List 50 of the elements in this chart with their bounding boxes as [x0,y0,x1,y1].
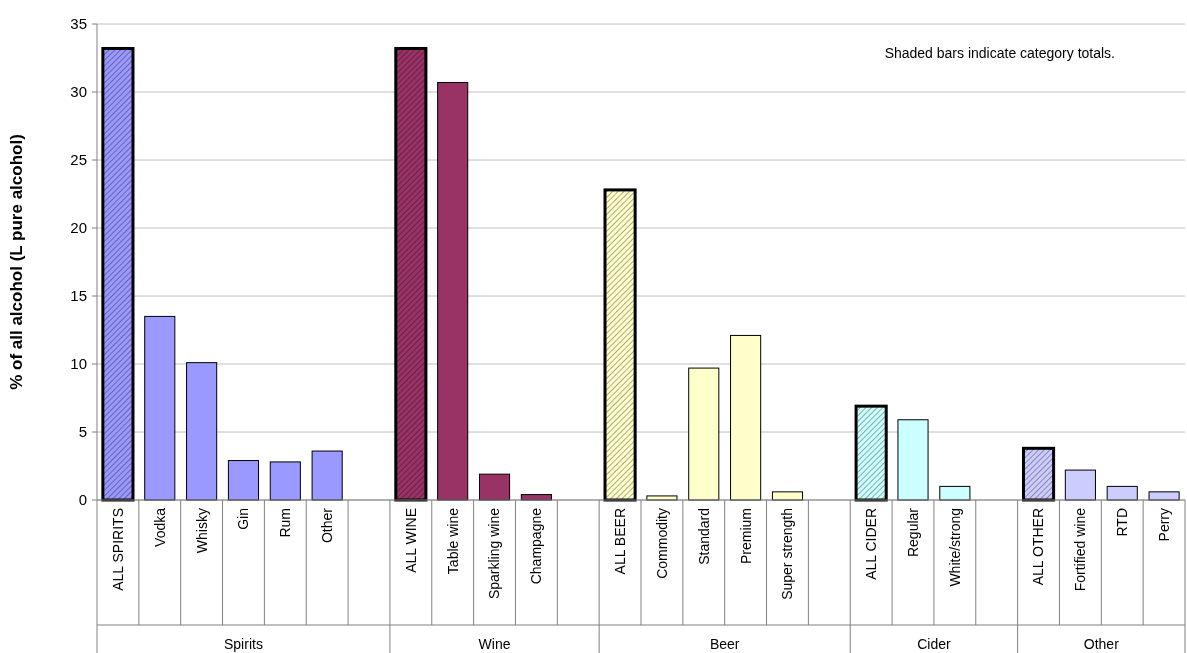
annotation: Shaded bars indicate category totals. [884,45,1115,61]
x-tick-label: Other [319,507,336,544]
x-tick-label: ALL CIDER [863,508,880,580]
bar [186,362,218,501]
bar [478,473,511,501]
x-tick-label: Rum [277,508,294,538]
x-tick-label: Perry [1155,508,1172,542]
y-axis-title: % of all alcohol (L pure alcohol) [7,134,26,390]
y-tick-label: 20 [70,219,87,237]
x-tick-label: ALL WINE [402,508,419,573]
x-tick-label: White/strong [946,508,963,587]
y-tick-label: 25 [70,151,87,169]
text: Wine [478,635,511,652]
x-tick-label: Table wine [444,507,461,575]
text: Other [1083,635,1120,652]
x-tick-label: Premium [737,508,754,565]
y-tick-label: 35 [70,15,87,33]
text: Beer [709,635,740,652]
bar [311,450,343,501]
y-tick-label: 0 [78,491,87,509]
bar [1064,469,1096,501]
bar [269,461,301,501]
x-tick-label: Whisky [193,508,210,554]
bar [897,419,929,501]
text: Spirits [224,635,263,652]
x-tick-label: ALL SPIRITS [109,508,126,591]
x-tick-label: Vodka [151,507,168,547]
y-tick-label: 15 [70,287,87,305]
x-tick-label: Fortified wine [1072,507,1089,592]
x-tick-label: ALL OTHER [1030,508,1047,586]
x-tick-label: Champagne [528,507,545,585]
x-tick-label: RTD [1114,508,1131,537]
x-tick-label: Gin [235,508,252,530]
y-tick-label: 30 [70,83,87,101]
bar [939,485,971,501]
text: Cider [917,635,951,652]
x-tick-label: Super strength [779,508,796,600]
x-tick-label: Commodity [653,508,670,579]
y-tick-label: 10 [70,355,87,373]
y-tick-label: 5 [78,423,87,441]
bar [144,315,176,501]
bar [730,334,762,501]
x-tick-label: Standard [695,508,712,565]
bar [1148,491,1180,501]
x-tick-label: ALL BEER [611,508,628,575]
x-tick-label: Regular [904,507,921,558]
x-tick-label: Sparkling wine [486,507,503,600]
bar [437,81,469,501]
bar [227,460,260,501]
bar [688,367,720,501]
